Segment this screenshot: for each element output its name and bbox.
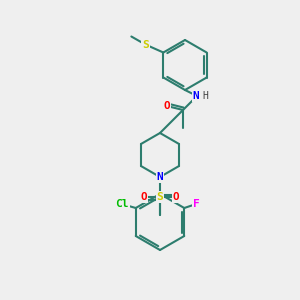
Text: N: N <box>193 91 200 101</box>
Text: N: N <box>157 172 164 182</box>
Text: F: F <box>193 199 200 209</box>
Text: O: O <box>141 192 147 202</box>
Text: S: S <box>157 192 164 202</box>
Text: Cl: Cl <box>115 199 128 209</box>
Text: O: O <box>164 101 170 111</box>
Text: H: H <box>202 91 208 101</box>
Text: O: O <box>172 192 179 202</box>
Text: S: S <box>142 40 149 50</box>
